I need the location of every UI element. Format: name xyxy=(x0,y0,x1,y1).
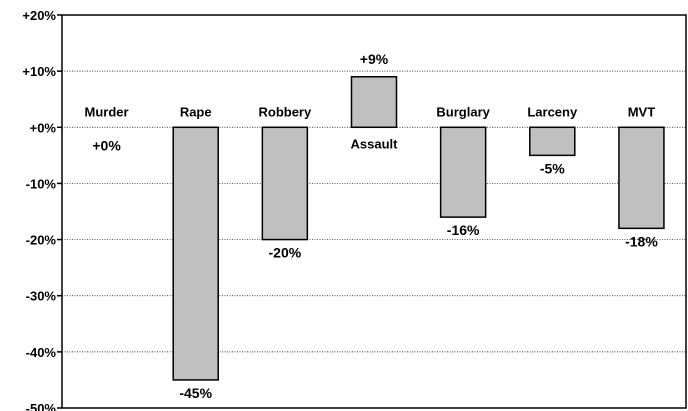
value-label: -20% xyxy=(269,245,302,261)
category-label: Larceny xyxy=(527,104,578,119)
value-label: +9% xyxy=(360,51,389,67)
bars xyxy=(172,76,665,381)
plot-frame xyxy=(61,14,687,409)
value-label: -18% xyxy=(625,233,658,249)
bar-mvt xyxy=(618,126,665,230)
y-tick-label: +10% xyxy=(22,64,56,79)
value-label: +0% xyxy=(92,137,121,153)
category-label: MVT xyxy=(628,104,656,119)
value-label: -45% xyxy=(179,385,212,401)
value-label: -16% xyxy=(447,222,480,238)
y-tick-label: -30% xyxy=(26,289,57,304)
y-tick-label: +0% xyxy=(30,120,57,135)
bar-burglary xyxy=(439,126,487,218)
bar-rape xyxy=(172,126,219,381)
y-tick-label: -50% xyxy=(26,401,57,411)
category-label: Burglary xyxy=(436,104,490,119)
y-tick-label: -40% xyxy=(26,345,57,360)
bar-labels: Murder +0% Rape -45% Robbery -20% Assault +9% Bu… xyxy=(85,51,659,401)
bar-assault xyxy=(350,76,398,129)
gridlines xyxy=(62,70,686,353)
y-tick-label: -10% xyxy=(26,176,57,191)
category-label: Assault xyxy=(351,136,399,151)
y-tick-label: -20% xyxy=(26,233,57,248)
value-label: -5% xyxy=(540,160,565,176)
category-label: Rape xyxy=(180,104,212,119)
y-axis-ticks: +20% +10% +0% -10% -20% -30% -40% -50% xyxy=(22,8,62,411)
category-label: Robbery xyxy=(258,104,312,119)
bar-robbery xyxy=(261,126,309,241)
y-tick-label: +20% xyxy=(22,8,56,23)
category-label: Murder xyxy=(85,104,129,119)
bar-larceny xyxy=(529,126,576,157)
